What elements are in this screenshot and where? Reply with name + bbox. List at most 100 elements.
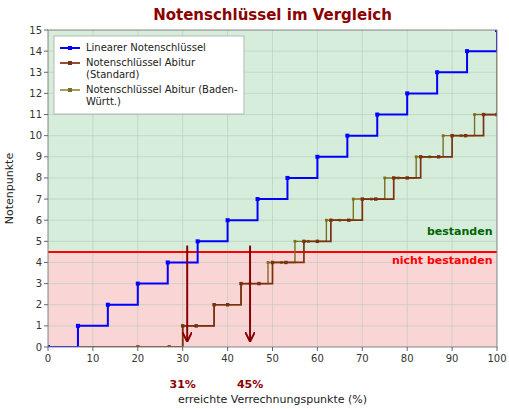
point-marker xyxy=(76,324,80,328)
tick-y xyxy=(44,51,48,52)
grid-line-x xyxy=(407,30,408,347)
tick-y xyxy=(44,72,48,73)
tick-label-y: 14 xyxy=(29,46,42,57)
step-line xyxy=(48,30,497,347)
tick-label-y: 2 xyxy=(36,299,42,310)
point-marker xyxy=(136,282,140,286)
text-line: Württ.) xyxy=(86,96,121,107)
annotation-text: 31% xyxy=(170,378,196,391)
tick-y xyxy=(44,177,48,178)
point-marker xyxy=(226,303,229,306)
point-marker xyxy=(212,303,215,306)
point-marker xyxy=(345,134,349,138)
tick-label-x: 60 xyxy=(311,353,324,364)
grid-line-x xyxy=(317,30,318,347)
point-marker xyxy=(415,155,418,158)
grid-line-x xyxy=(362,30,363,347)
point-marker xyxy=(226,218,230,222)
point-marker xyxy=(196,239,200,243)
tick-x xyxy=(92,347,93,351)
point-marker xyxy=(442,134,445,137)
tick-y xyxy=(44,304,48,305)
legend: Linearer NotenschlüsselNotenschlüssel Ab… xyxy=(54,36,244,114)
point-marker xyxy=(406,176,409,179)
point-marker xyxy=(267,261,270,264)
tick-label-x: 10 xyxy=(87,353,100,364)
tick-y xyxy=(44,347,48,348)
pass-line xyxy=(48,251,497,253)
tick-y xyxy=(44,156,48,157)
tick-label-x: 70 xyxy=(356,353,369,364)
annotation-text: bestanden xyxy=(427,225,493,238)
point-marker xyxy=(181,324,184,327)
point-marker xyxy=(435,70,439,74)
tick-x xyxy=(452,347,453,351)
legend-swatch-marker xyxy=(68,46,72,50)
point-marker xyxy=(437,155,440,158)
plot-area xyxy=(48,30,497,347)
text-line: (Standard) xyxy=(86,69,139,80)
tick-label-y: 0 xyxy=(36,342,42,353)
axes: 0102030405060708090100012345678910111213… xyxy=(29,25,506,365)
tick-x xyxy=(407,347,408,351)
x-axis-label: erreichte Verrechnungspunkte (%) xyxy=(178,393,367,406)
annotation-text: nicht bestanden xyxy=(392,254,493,267)
tick-label-x: 0 xyxy=(45,353,51,364)
tick-label-y: 3 xyxy=(36,278,42,289)
y-axis-label: Notenpunkte xyxy=(3,153,16,225)
point-marker xyxy=(383,177,386,180)
tick-x xyxy=(182,347,183,351)
grid-line-y xyxy=(48,325,497,326)
tick-x xyxy=(137,347,138,351)
tick-y xyxy=(44,135,48,136)
point-marker xyxy=(352,198,355,201)
tick-label-y: 11 xyxy=(29,109,42,120)
step-line xyxy=(48,30,497,347)
plot-frame xyxy=(48,30,497,347)
tick-label-x: 20 xyxy=(131,353,144,364)
tick-x xyxy=(48,347,49,351)
text-line: Notenschlüssel Abitur (Baden- xyxy=(86,84,238,95)
point-marker xyxy=(316,240,319,243)
point-marker xyxy=(450,134,453,137)
tick-y xyxy=(44,93,48,94)
grid-line-y xyxy=(48,220,497,221)
point-marker xyxy=(482,113,485,116)
point-marker xyxy=(106,303,110,307)
tick-label-x: 90 xyxy=(446,353,459,364)
point-marker xyxy=(405,91,409,95)
point-marker xyxy=(226,303,229,306)
legend-label: Notenschlüssel Abitur(Standard) xyxy=(86,57,196,80)
point-marker xyxy=(256,197,260,201)
point-marker xyxy=(375,113,379,117)
tick-y xyxy=(44,199,48,200)
tick-label-y: 8 xyxy=(36,172,42,183)
point-marker xyxy=(302,240,305,243)
tick-label-y: 12 xyxy=(29,88,42,99)
tick-label-y: 4 xyxy=(36,257,42,268)
point-marker xyxy=(347,219,350,222)
series xyxy=(48,113,497,347)
step-line xyxy=(48,115,497,347)
point-marker xyxy=(464,134,467,137)
point-marker xyxy=(315,155,319,159)
tick-label-x: 30 xyxy=(176,353,189,364)
tick-label-x: 50 xyxy=(266,353,279,364)
tick-x xyxy=(227,347,228,351)
point-marker xyxy=(257,282,260,285)
annotation-arrow xyxy=(186,246,188,341)
point-marker xyxy=(361,197,364,200)
series xyxy=(48,30,497,347)
grid-line-x xyxy=(452,30,453,347)
tick-label-x: 40 xyxy=(221,353,234,364)
chart-title: Notenschlüssel im Vergleich xyxy=(153,6,392,24)
chart: 0102030405060708090100012345678910111213… xyxy=(0,0,509,409)
point-marker xyxy=(181,324,184,327)
tick-y xyxy=(44,283,48,284)
tick-label-x: 100 xyxy=(487,353,506,364)
tick-label-y: 1 xyxy=(36,320,42,331)
annotation-text: 45% xyxy=(237,378,263,391)
legend-swatch xyxy=(60,47,80,49)
tick-label-y: 13 xyxy=(29,67,42,78)
tick-y xyxy=(44,325,48,326)
